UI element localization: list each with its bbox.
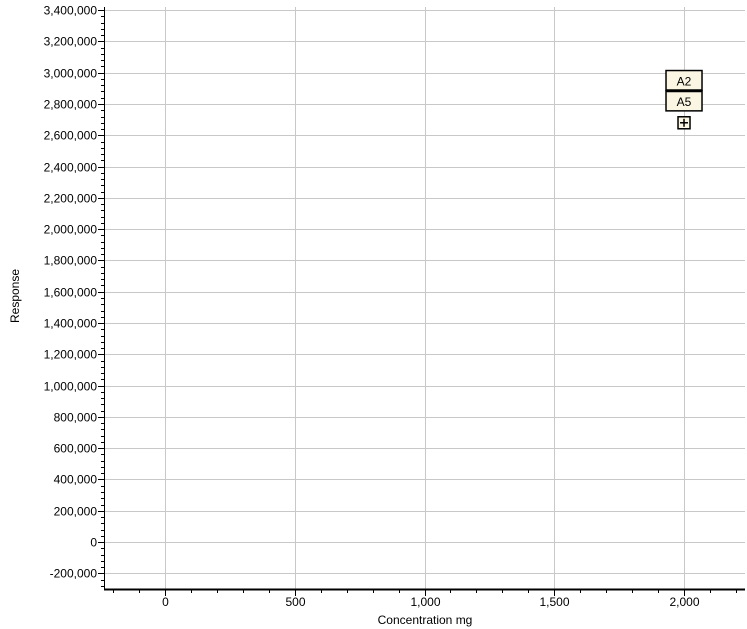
x-tick-label: 1,500 bbox=[539, 595, 569, 609]
axes: -200,000 0 200,000 400,000 600,000 800,000 1,0… bbox=[44, 4, 745, 609]
y-tick-label: 600,000 bbox=[54, 442, 98, 456]
x-tick-label: 1,000 bbox=[410, 595, 440, 609]
y-tick-label: 2,000,000 bbox=[44, 223, 98, 237]
grid bbox=[104, 7, 745, 589]
y-tick-label: 2,400,000 bbox=[44, 161, 98, 175]
y-tick-label: 3,400,000 bbox=[44, 4, 98, 18]
y-tick-label: 1,400,000 bbox=[44, 317, 98, 331]
y-tick-label: 400,000 bbox=[54, 473, 98, 487]
x-tick-label: 500 bbox=[285, 595, 305, 609]
x-tick-label: 0 bbox=[162, 595, 169, 609]
y-tick-label: 1,200,000 bbox=[44, 348, 98, 362]
y-tick-label: -200,000 bbox=[50, 567, 98, 581]
y-tick-label: 3,200,000 bbox=[44, 35, 98, 49]
y-tick-label: 1,000,000 bbox=[44, 380, 98, 394]
y-tick-label: 2,600,000 bbox=[44, 129, 98, 143]
x-axis-title: Concentration mg bbox=[378, 613, 473, 627]
point-label: A5 bbox=[677, 95, 692, 109]
y-tick-label: 1,800,000 bbox=[44, 254, 98, 268]
y-tick-label: 200,000 bbox=[54, 505, 98, 519]
y-axis-title: Response bbox=[8, 269, 22, 323]
y-tick-label: 2,800,000 bbox=[44, 98, 98, 112]
y-tick-label: 800,000 bbox=[54, 411, 98, 425]
y-tick-label: 3,000,000 bbox=[44, 67, 98, 81]
y-tick-label: 1,600,000 bbox=[44, 286, 98, 300]
point-label: A2 bbox=[677, 75, 692, 89]
y-tick-label: 2,200,000 bbox=[44, 192, 98, 206]
x-tick-label: 2,000 bbox=[669, 595, 699, 609]
y-tick-label: 0 bbox=[90, 536, 97, 550]
